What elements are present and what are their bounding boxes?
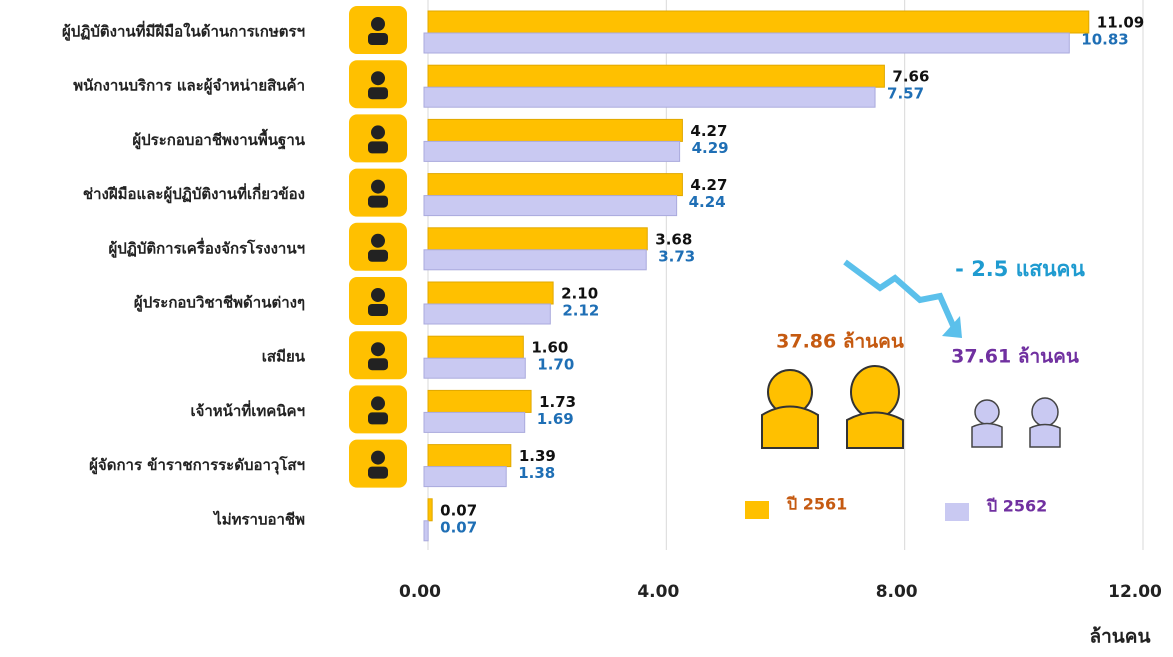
bar xyxy=(423,140,681,162)
bar xyxy=(427,444,512,468)
value-label: 1.39 xyxy=(519,447,556,465)
icon-glyph xyxy=(371,342,385,357)
value-label: 0.07 xyxy=(440,518,477,536)
bar xyxy=(427,335,524,359)
bar xyxy=(423,303,551,325)
bar xyxy=(423,466,507,488)
icon-glyph xyxy=(368,33,388,45)
legend-label: ปี 2561 xyxy=(786,495,848,514)
x-tick-label: 0.00 xyxy=(399,582,441,602)
value-label: 4.27 xyxy=(690,122,727,140)
value-label: 3.68 xyxy=(655,230,692,248)
category-label: ผู้ประกอบวิชาชีพด้านต่างๆ xyxy=(134,294,305,313)
value-label: 7.66 xyxy=(892,68,929,86)
category-label: ผู้จัดการ ข้าราชการระดับอาวุโสฯ xyxy=(89,455,305,475)
bar xyxy=(427,227,648,251)
icon-glyph xyxy=(368,249,388,262)
bar xyxy=(427,10,1090,34)
legend-swatch xyxy=(945,503,969,521)
legend-swatch xyxy=(745,501,769,519)
value-label: 4.24 xyxy=(689,193,726,211)
trend-arrow xyxy=(843,259,958,332)
bar xyxy=(423,86,876,108)
bar xyxy=(423,32,1070,54)
bar xyxy=(427,173,683,197)
value-label: 1.69 xyxy=(537,410,574,428)
value-label: 1.70 xyxy=(537,356,574,374)
icon-glyph xyxy=(368,412,388,425)
category-label: เสมียน xyxy=(262,348,306,366)
arrow-head xyxy=(942,316,962,338)
bar xyxy=(427,281,554,305)
people-2562 xyxy=(971,397,1061,448)
category-label: เจ้าหน้าที่เทคนิคฯ xyxy=(190,400,305,420)
value-label: 4.29 xyxy=(692,139,729,157)
value-label: 2.12 xyxy=(562,302,599,320)
icon-glyph xyxy=(368,195,388,208)
icon-glyph xyxy=(371,17,385,31)
annotation-change: - 2.5 แสนคน xyxy=(955,257,1085,281)
icon-glyph xyxy=(371,125,385,140)
x-tick-label: 8.00 xyxy=(876,582,918,602)
bar xyxy=(427,118,683,142)
category-label: ผู้ประกอบอาชีพงานพื้นฐาน xyxy=(132,128,305,150)
category-label: ช่างฝีมือและผู้ปฏิบัติงานที่เกี่ยวข้อง xyxy=(83,183,305,204)
x-tick-label: 12.00 xyxy=(1108,582,1162,602)
bar xyxy=(423,195,678,217)
value-label: 0.07 xyxy=(440,501,477,519)
icon-glyph xyxy=(371,179,385,194)
icon-glyph xyxy=(371,233,385,248)
icon-glyph xyxy=(368,358,388,371)
x-axis-label: ล้านคน xyxy=(1090,626,1151,648)
icon-glyph xyxy=(368,304,388,316)
value-label: 11.09 xyxy=(1097,14,1144,32)
icon-glyph xyxy=(368,87,388,100)
bar xyxy=(423,411,526,433)
bar xyxy=(423,249,647,271)
bar xyxy=(427,64,885,88)
value-label: 4.27 xyxy=(690,176,727,194)
annotation-total: 37.61 ล้านคน xyxy=(951,346,1079,368)
value-label: 2.10 xyxy=(561,285,598,303)
bar xyxy=(427,498,433,522)
category-label: ไม่ทราบอาชีพ xyxy=(212,509,305,528)
value-label: 1.73 xyxy=(539,393,576,411)
category-label: พนักงานบริการ และผู้จำหน่ายสินค้า xyxy=(73,77,305,96)
icon-glyph xyxy=(368,141,388,154)
bar xyxy=(427,389,532,413)
icon-glyph xyxy=(371,396,385,411)
annotation-total: 37.86 ล้านคน xyxy=(776,331,904,353)
icon-glyph xyxy=(371,450,385,465)
icon-glyph xyxy=(371,288,385,302)
value-label: 1.38 xyxy=(518,464,555,482)
category-label: ผู้ปฏิบัติการเครื่องจักรโรงงานฯ xyxy=(108,237,305,258)
icon-glyph xyxy=(371,71,385,86)
value-label: 10.83 xyxy=(1081,31,1128,49)
x-tick-label: 4.00 xyxy=(637,582,679,602)
category-label: ผู้ปฏิบัติงานที่มีฝีมือในด้านการเกษตรฯ xyxy=(62,21,305,42)
icon-glyph xyxy=(368,466,388,479)
legend-label: ปี 2562 xyxy=(986,497,1048,516)
bar xyxy=(423,357,526,379)
people-2561 xyxy=(761,365,904,449)
value-label: 1.60 xyxy=(531,339,568,357)
value-label: 7.57 xyxy=(887,85,924,103)
bar xyxy=(423,520,429,542)
value-label: 3.73 xyxy=(658,247,695,265)
plot: 0.00 4.00 8.00 12.00 ผู้ปฏิบัติงานที่มีฝีมือ… xyxy=(62,0,1162,602)
